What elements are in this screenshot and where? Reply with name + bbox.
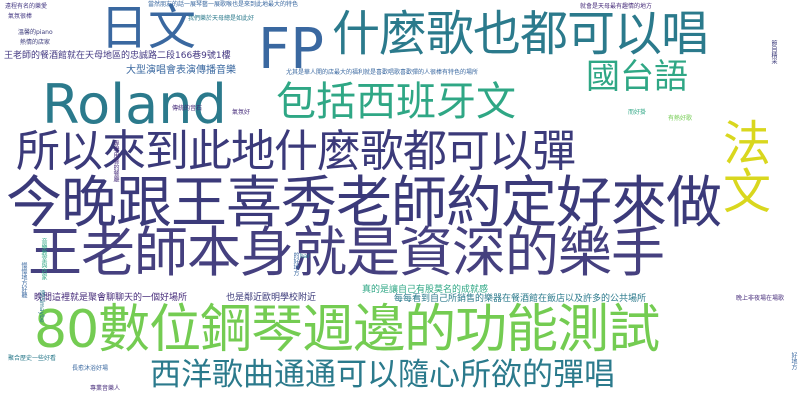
word-cloud-word: 專業音樂人 [90, 385, 121, 392]
word-cloud-word: 遠程有名的樂愛 [5, 3, 48, 10]
word-cloud-word: 就會是天母最有趣情的地方 [580, 3, 653, 10]
word-cloud-word: 國台語 [586, 57, 688, 97]
word-cloud-word: Roland [42, 73, 227, 136]
word-cloud-word: 包括西班牙文 [276, 79, 516, 125]
word-cloud-word: 遠近maybe [38, 290, 45, 323]
word-cloud-word: 節目精采 [770, 40, 777, 64]
word-cloud-word: 尤其是華人開的店最大的福利就是喜歡唱歌喜歡彈的人很棒有特色的場所 [286, 69, 479, 76]
word-cloud-word: 音樂教室與店家 [40, 238, 47, 280]
word-cloud-word: 日文 [100, 0, 197, 56]
word-cloud-word: 慢慢地方好聽 [20, 262, 27, 298]
word-cloud-word: 的好地方 [292, 252, 299, 276]
word-cloud-word: 有熱好歌 [668, 115, 693, 122]
word-cloud-word: 80數位鋼琴週邊的功能測試 [34, 300, 660, 360]
word-cloud-word: 晚上非夜場在場歌 [736, 295, 785, 302]
word-cloud-word: 聚合歷史一些好看 [8, 355, 57, 362]
word-cloud-word: 氣氛好 [232, 109, 251, 116]
word-cloud-word: 也是鄰近歐明學校附近 [226, 293, 317, 303]
word-cloud-word: 而好掛 [628, 109, 647, 116]
word-cloud-word: 我們樂於天母總是如此好 [188, 15, 255, 22]
word-cloud-word: 法文 [714, 118, 770, 214]
word-cloud-word: 每每看到自己所銷售的樂器在餐酒館在飯店以及許多的公共場所 [394, 294, 647, 304]
word-cloud-word: bar [300, 253, 310, 260]
word-cloud-word: 好地方 [790, 352, 797, 370]
word-cloud-word: 溫馨的piano [18, 29, 53, 36]
word-cloud-word: FP [258, 17, 324, 82]
word-cloud-word: 所以來到此地什麼歌都可以彈 [16, 126, 576, 177]
word-cloud-word: 熱情的店家 [20, 39, 51, 46]
word-cloud-word: 專場用餐的餐廳 [112, 140, 119, 182]
word-cloud-word: 王老師本身就是資深的樂手 [28, 221, 665, 284]
word-cloud-word: 王老師的餐酒館就在天母地區的忠誠路二段166巷9號1樓 [4, 51, 231, 61]
word-cloud-word: 什麼歌也都可以唱 [332, 6, 709, 62]
word-cloud-word: 氣氛很棒 [8, 13, 33, 20]
word-cloud-word: 當然朋友的話一展琴藝一展歌喉也是來到此地最大的特色 [148, 1, 299, 8]
word-cloud-word: 大型演唱會表演傳播音樂 [126, 65, 236, 76]
word-cloud-word: 真的是讓自己有股莫名的成就感 [362, 285, 489, 295]
word-cloud-word: 今晚跟王喜秀老師約定好來做 [6, 171, 722, 236]
word-cloud-word: 傳統的音石 [172, 105, 203, 112]
word-cloud-word: 西洋歌曲通通可以隨心所欲的彈唱 [150, 357, 615, 393]
word-cloud-word: 長愈沐浴好場 [72, 365, 109, 372]
word-cloud-word: 晚間這裡就是聚會聊聊天的一個好場所 [34, 293, 188, 303]
